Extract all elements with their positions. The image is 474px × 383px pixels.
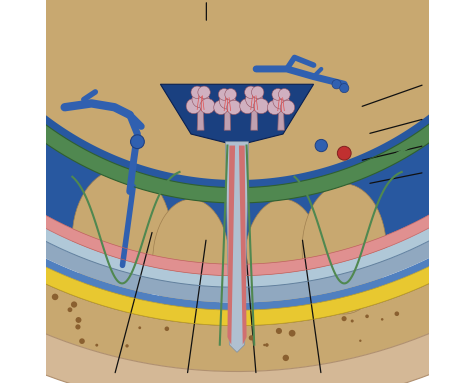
Circle shape	[240, 98, 255, 114]
Circle shape	[281, 100, 295, 115]
Polygon shape	[0, 22, 474, 383]
Circle shape	[130, 135, 144, 149]
Circle shape	[200, 98, 215, 114]
Circle shape	[198, 86, 210, 98]
Circle shape	[164, 326, 169, 331]
Circle shape	[246, 91, 263, 108]
Circle shape	[71, 301, 77, 308]
Circle shape	[267, 100, 282, 115]
Circle shape	[68, 307, 73, 312]
Circle shape	[138, 326, 141, 329]
Polygon shape	[0, 8, 474, 372]
Circle shape	[252, 86, 264, 98]
Circle shape	[238, 329, 242, 333]
Polygon shape	[197, 110, 204, 130]
Polygon shape	[228, 146, 235, 345]
Circle shape	[95, 344, 98, 347]
Circle shape	[245, 86, 257, 98]
Circle shape	[283, 355, 289, 361]
Ellipse shape	[73, 169, 172, 306]
Polygon shape	[0, 1, 474, 310]
Circle shape	[359, 340, 362, 342]
Polygon shape	[226, 142, 248, 352]
Circle shape	[191, 86, 203, 98]
Polygon shape	[160, 84, 314, 146]
Circle shape	[278, 88, 290, 100]
Circle shape	[276, 328, 282, 334]
Circle shape	[332, 80, 341, 89]
Circle shape	[381, 318, 383, 321]
Circle shape	[342, 316, 346, 321]
Circle shape	[272, 88, 283, 100]
Circle shape	[227, 100, 241, 115]
Circle shape	[75, 317, 82, 323]
Circle shape	[186, 98, 201, 114]
Ellipse shape	[245, 199, 321, 322]
Circle shape	[125, 344, 129, 347]
Polygon shape	[0, 3, 474, 326]
Circle shape	[192, 91, 209, 108]
Circle shape	[265, 343, 269, 347]
Circle shape	[254, 98, 269, 114]
Circle shape	[315, 139, 328, 152]
Circle shape	[340, 83, 349, 93]
Circle shape	[219, 93, 236, 109]
Ellipse shape	[153, 199, 229, 322]
Polygon shape	[278, 111, 284, 130]
Circle shape	[225, 88, 237, 100]
Polygon shape	[0, 0, 474, 264]
Circle shape	[289, 330, 295, 337]
Circle shape	[351, 319, 354, 322]
Polygon shape	[251, 110, 258, 130]
Circle shape	[337, 146, 351, 160]
Circle shape	[79, 338, 85, 344]
Polygon shape	[0, 0, 474, 287]
Polygon shape	[0, 0, 474, 303]
Circle shape	[263, 344, 265, 346]
Circle shape	[75, 324, 81, 329]
Circle shape	[365, 314, 369, 318]
Ellipse shape	[302, 184, 386, 314]
Circle shape	[52, 294, 58, 300]
Circle shape	[273, 93, 289, 109]
Circle shape	[214, 100, 228, 115]
Circle shape	[249, 335, 254, 340]
Polygon shape	[0, 0, 474, 203]
Polygon shape	[0, 0, 474, 276]
Polygon shape	[239, 146, 246, 345]
Circle shape	[219, 88, 230, 100]
Polygon shape	[224, 111, 231, 130]
Circle shape	[394, 311, 399, 316]
Polygon shape	[0, 0, 474, 203]
